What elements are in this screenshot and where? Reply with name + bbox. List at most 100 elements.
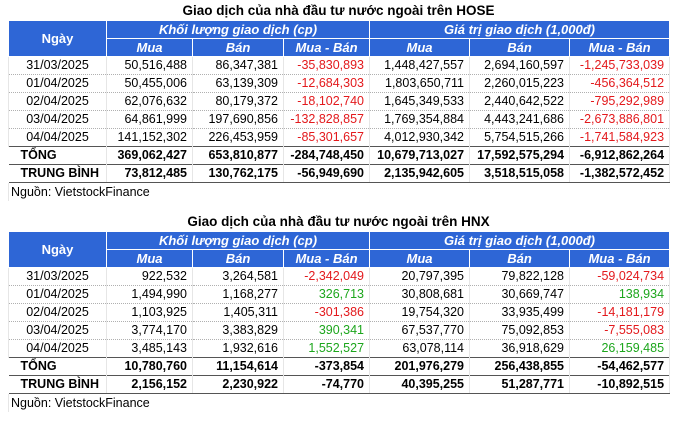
cell-val-net: 26,159,485 <box>569 339 671 358</box>
average-row-vol-net: -56,949,690 <box>283 164 371 183</box>
col-val-sell: Bán <box>469 249 571 268</box>
cell-vol-sell: 80,179,372 <box>192 92 284 111</box>
cell-val-net: 138,934 <box>569 285 671 304</box>
row-date: 04/04/2025 <box>8 339 107 358</box>
table-row: 03/04/2025 3,774,170 3,383,829 390,341 67,53… <box>8 321 671 340</box>
hose-rows: 31/03/2025 50,516,488 86,347,381 -35,830,89… <box>8 56 671 183</box>
cell-val-sell: 2,440,642,522 <box>469 92 571 111</box>
cell-val-buy: 1,645,349,533 <box>369 92 471 111</box>
cell-val-buy: 4,012,930,342 <box>369 128 471 147</box>
table-row: 31/03/2025 50,516,488 86,347,381 -35,830,89… <box>8 56 671 75</box>
table-row: 31/03/2025 922,532 3,264,581 -2,342,049 20,7… <box>8 267 671 286</box>
cell-vol-buy: 1,494,990 <box>106 285 193 304</box>
total-row-val-sell: 17,592,575,294 <box>469 146 571 165</box>
cell-val-net: -14,181,179 <box>569 303 671 322</box>
row-date: 03/04/2025 <box>8 321 107 340</box>
row-date: 31/03/2025 <box>8 56 107 75</box>
total-row: TỔNG 369,062,427 653,810,877 -284,748,450 10… <box>8 146 671 165</box>
total-row-vol-buy: 369,062,427 <box>106 146 193 165</box>
col-val-net: Mua - Bán <box>569 38 671 57</box>
hose-source: Nguồn: VietstockFinance <box>8 183 669 201</box>
cell-vol-buy: 141,152,302 <box>106 128 193 147</box>
hnx-title: Giao dịch của nhà đầu tư nước ngoài trên… <box>187 214 490 229</box>
cell-val-net: -59,024,734 <box>569 267 671 286</box>
col-vol-net: Mua - Bán <box>282 38 371 57</box>
volume-group-header: Khối lượng giao dịch (cp) <box>105 231 371 250</box>
cell-vol-buy: 62,076,632 <box>106 92 193 111</box>
cell-vol-buy: 50,516,488 <box>106 56 193 75</box>
row-date: 02/04/2025 <box>8 92 107 111</box>
total-row-val-sell: 256,438,855 <box>469 357 571 376</box>
average-row-val-sell: 51,287,771 <box>469 375 571 394</box>
average-row-val-net: -1,382,572,452 <box>569 164 671 183</box>
col-vol-buy: Mua <box>106 38 193 57</box>
cell-val-net: -456,364,512 <box>569 74 671 93</box>
cell-val-sell: 75,092,853 <box>469 321 571 340</box>
total-row-vol-buy: 10,780,760 <box>106 357 193 376</box>
table-row: 03/04/2025 64,861,999 197,690,856 -132,828,… <box>8 110 671 129</box>
day-header: Ngày <box>8 231 107 268</box>
hnx-table: Ngày Khối lượng giao dịch (cp) Giá trị g… <box>8 231 671 394</box>
cell-val-buy: 1,448,427,557 <box>369 56 471 75</box>
average-row-vol-net: -74,770 <box>283 375 371 394</box>
cell-vol-net: 1,552,527 <box>283 339 371 358</box>
hose-table: Ngày Khối lượng giao dịch (cp) Giá trị g… <box>8 20 671 183</box>
cell-vol-sell: 63,139,309 <box>192 74 284 93</box>
average-row: TRUNG BÌNH 2,156,152 2,230,922 -74,770 40,39… <box>8 375 671 394</box>
average-row-val-sell: 3,518,515,058 <box>469 164 571 183</box>
total-row-vol-sell: 653,810,877 <box>192 146 284 165</box>
cell-val-buy: 19,754,320 <box>369 303 471 322</box>
cell-vol-sell: 197,690,856 <box>192 110 284 129</box>
total-row-vol-sell: 11,154,614 <box>192 357 284 376</box>
total-row-val-buy: 201,976,279 <box>369 357 471 376</box>
cell-vol-net: -85,301,657 <box>283 128 371 147</box>
cell-vol-sell: 1,405,311 <box>192 303 284 322</box>
cell-val-buy: 1,769,354,884 <box>369 110 471 129</box>
cell-val-sell: 36,918,629 <box>469 339 571 358</box>
cell-val-net: -795,292,989 <box>569 92 671 111</box>
row-date: 01/04/2025 <box>8 285 107 304</box>
cell-vol-buy: 3,774,170 <box>106 321 193 340</box>
cell-val-sell: 5,754,515,266 <box>469 128 571 147</box>
cell-vol-net: -35,830,893 <box>283 56 371 75</box>
row-date: 02/04/2025 <box>8 303 107 322</box>
average-row-vol-sell: 130,762,175 <box>192 164 284 183</box>
value-group-header: Giá trị giao dịch (1,000đ) <box>369 20 671 39</box>
average-row-vol-sell: 2,230,922 <box>192 375 284 394</box>
col-val-buy: Mua <box>369 38 471 57</box>
cell-vol-net: 326,713 <box>283 285 371 304</box>
cell-vol-sell: 3,383,829 <box>192 321 284 340</box>
total-row-vol-net: -284,748,450 <box>283 146 371 165</box>
average-row-label: TRUNG BÌNH <box>8 164 107 183</box>
col-val-buy: Mua <box>369 249 471 268</box>
cell-val-buy: 1,803,650,711 <box>369 74 471 93</box>
volume-group-header: Khối lượng giao dịch (cp) <box>105 20 371 39</box>
hose-section: Giao dịch của nhà đầu tư nước ngoài trên… <box>8 2 671 201</box>
cell-vol-buy: 3,485,143 <box>106 339 193 358</box>
average-row-label: TRUNG BÌNH <box>8 375 107 394</box>
cell-vol-sell: 1,932,616 <box>192 339 284 358</box>
total-row-val-buy: 10,679,713,027 <box>369 146 471 165</box>
total-row: TỔNG 10,780,760 11,154,614 -373,854 201,976,… <box>8 357 671 376</box>
average-row-vol-buy: 73,812,485 <box>106 164 193 183</box>
cell-vol-sell: 3,264,581 <box>192 267 284 286</box>
average-row-val-buy: 2,135,942,605 <box>369 164 471 183</box>
cell-vol-net: -301,386 <box>283 303 371 322</box>
cell-vol-net: -12,684,303 <box>283 74 371 93</box>
table-row: 01/04/2025 1,494,990 1,168,277 326,713 30,80… <box>8 285 671 304</box>
average-row-vol-buy: 2,156,152 <box>106 375 193 394</box>
cell-vol-sell: 226,453,959 <box>192 128 284 147</box>
cell-val-buy: 63,078,114 <box>369 339 471 358</box>
hose-title: Giao dịch của nhà đầu tư nước ngoài trên… <box>182 3 495 18</box>
table-row: 04/04/2025 3,485,143 1,932,616 1,552,527 63,… <box>8 339 671 358</box>
cell-val-net: -1,741,584,923 <box>569 128 671 147</box>
table-row: 02/04/2025 1,103,925 1,405,311 -301,386 19,7… <box>8 303 671 322</box>
table-row: 04/04/2025 141,152,302 226,453,959 -85,301,… <box>8 128 671 147</box>
hnx-source: Nguồn: VietstockFinance <box>8 394 669 412</box>
cell-val-sell: 30,669,747 <box>469 285 571 304</box>
total-row-label: TỔNG <box>8 146 107 165</box>
col-val-net: Mua - Bán <box>569 249 671 268</box>
cell-val-sell: 2,260,015,223 <box>469 74 571 93</box>
cell-vol-buy: 1,103,925 <box>106 303 193 322</box>
